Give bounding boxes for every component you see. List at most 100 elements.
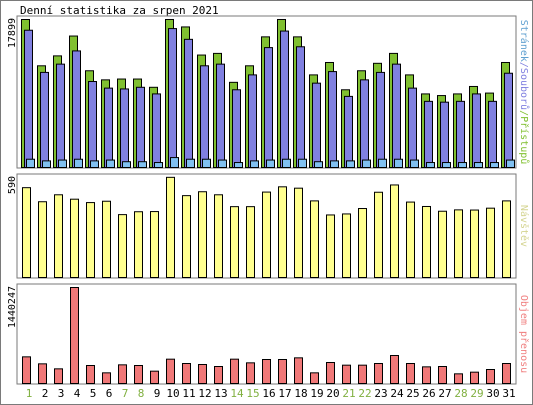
files-bar-14 <box>232 89 241 168</box>
pages-bar-21 <box>346 160 355 168</box>
files-bar-24 <box>392 63 401 168</box>
volume-bar-1 <box>22 356 31 385</box>
files-bar-20 <box>328 71 337 168</box>
visits-bar-19 <box>310 200 319 278</box>
files-bar-15 <box>248 74 257 168</box>
day-tick-label-22: 22 <box>358 387 371 400</box>
pages-bar-27 <box>442 162 451 169</box>
files-bar-22 <box>360 79 369 168</box>
files-bar-10 <box>168 28 177 169</box>
volume-bar-10 <box>166 358 175 384</box>
files-bar-13 <box>216 63 225 168</box>
files-bar-3 <box>56 63 65 168</box>
files-bar-26 <box>424 100 433 168</box>
pages-bar-11 <box>186 158 195 169</box>
pages-bar-16 <box>266 159 275 168</box>
visits-bar-20 <box>326 214 335 278</box>
pages-bar-25 <box>410 159 419 168</box>
volume-bar-14 <box>230 358 239 384</box>
files-bar-8 <box>136 86 145 168</box>
files-bar-21 <box>344 95 353 168</box>
files-bar-31 <box>504 72 513 168</box>
top-legend-part-0: Stránek <box>518 20 530 62</box>
files-bar-30 <box>488 100 497 168</box>
files-bar-28 <box>456 100 465 168</box>
volume-bar-29 <box>470 371 479 384</box>
day-tick-label-17: 17 <box>278 387 291 400</box>
visits-bar-10 <box>166 176 175 278</box>
visits-bar-15 <box>246 206 255 278</box>
files-bar-29 <box>472 93 481 168</box>
pages-bar-26 <box>426 162 435 169</box>
volume-bar-18 <box>294 357 303 385</box>
visits-bar-22 <box>358 208 367 278</box>
day-tick-label-3: 3 <box>58 387 65 400</box>
volume-bar-7 <box>118 364 127 385</box>
bottom-legend-part-0: Objem přenosu <box>518 295 530 373</box>
day-tick-label-4: 4 <box>74 387 81 400</box>
visits-bar-7 <box>118 214 127 278</box>
pages-bar-9 <box>154 162 163 169</box>
volume-bar-17 <box>278 359 287 385</box>
day-tick-label-18: 18 <box>294 387 307 400</box>
visits-bar-31 <box>502 200 511 278</box>
volume-bar-4 <box>70 287 79 384</box>
volume-bar-23 <box>374 363 383 384</box>
visits-bar-12 <box>198 191 207 278</box>
day-tick-label-27: 27 <box>438 387 451 400</box>
files-bar-12 <box>200 65 209 168</box>
pages-bar-15 <box>250 160 259 168</box>
day-tick-label-11: 11 <box>182 387 195 400</box>
day-tick-label-5: 5 <box>90 387 97 400</box>
day-tick-label-13: 13 <box>214 387 227 400</box>
files-bar-23 <box>376 71 385 168</box>
pages-bar-7 <box>122 161 131 168</box>
day-tick-label-19: 19 <box>310 387 323 400</box>
pages-bar-4 <box>74 158 83 169</box>
visits-bar-25 <box>406 201 415 279</box>
files-bar-2 <box>40 71 49 168</box>
visits-bar-21 <box>342 213 351 278</box>
top-legend-part-2: Souborů <box>518 68 530 110</box>
top-legend: Stránek/Souborů/Přístupů <box>518 20 530 165</box>
pages-bar-5 <box>90 160 99 168</box>
volume-bar-21 <box>342 364 351 384</box>
volume-bar-27 <box>438 366 447 385</box>
volume-bar-13 <box>214 366 223 385</box>
visits-bar-3 <box>54 194 63 278</box>
files-bar-11 <box>184 38 193 169</box>
middle-ymax-label: 590 <box>7 176 18 194</box>
day-tick-label-1: 1 <box>26 387 33 400</box>
day-tick-label-20: 20 <box>326 387 339 400</box>
middle-legend-part-0: Návštěv <box>518 205 530 247</box>
files-bar-5 <box>88 81 97 168</box>
pages-bar-8 <box>138 161 147 168</box>
visits-bar-5 <box>86 202 95 278</box>
pages-bar-29 <box>474 162 483 169</box>
volume-bar-31 <box>502 363 511 384</box>
visits-bar-24 <box>390 184 399 278</box>
visits-bar-4 <box>70 198 79 278</box>
volume-bar-3 <box>54 368 63 384</box>
files-bar-7 <box>120 88 129 168</box>
visits-bar-28 <box>454 209 463 278</box>
day-tick-label-10: 10 <box>166 387 179 400</box>
day-tick-label-24: 24 <box>390 387 404 400</box>
visits-bar-13 <box>214 194 223 278</box>
files-bar-6 <box>104 87 113 168</box>
bottom-ymax-label: 1440247 <box>7 286 18 328</box>
files-bar-1 <box>24 29 33 168</box>
day-tick-label-14: 14 <box>230 387 244 400</box>
day-tick-label-2: 2 <box>42 387 49 400</box>
top-legend-part-3: / <box>518 110 529 116</box>
volume-bar-9 <box>150 370 159 385</box>
volume-bar-5 <box>86 365 95 384</box>
volume-bar-6 <box>102 372 111 385</box>
day-tick-label-29: 29 <box>470 387 483 400</box>
pages-bar-10 <box>170 157 179 168</box>
volume-bar-8 <box>134 365 143 384</box>
visits-bar-29 <box>470 209 479 278</box>
files-bar-18 <box>296 46 305 168</box>
